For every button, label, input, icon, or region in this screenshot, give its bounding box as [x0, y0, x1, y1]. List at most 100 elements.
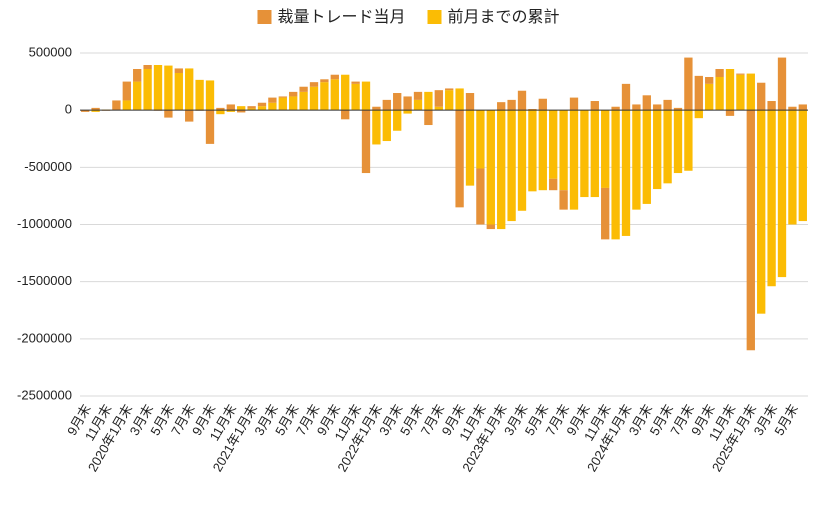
bar — [747, 74, 755, 111]
bar — [757, 110, 765, 314]
bar — [674, 110, 682, 173]
bar — [518, 110, 526, 211]
bar — [455, 88, 463, 110]
bar — [362, 82, 370, 111]
bar — [414, 100, 422, 110]
bar — [445, 90, 453, 110]
bar — [362, 110, 370, 173]
bar — [684, 110, 692, 171]
bar — [549, 110, 557, 179]
bar — [154, 65, 162, 110]
bar — [299, 92, 307, 110]
bar — [383, 110, 391, 141]
bar — [643, 95, 651, 110]
bar — [663, 100, 671, 110]
bar — [622, 84, 630, 110]
bar — [175, 68, 183, 73]
legend-swatch — [428, 10, 442, 24]
legend-swatch — [257, 10, 271, 24]
bar — [705, 84, 713, 110]
bar — [539, 110, 547, 190]
bar — [799, 104, 807, 110]
bar — [539, 99, 547, 110]
bar — [643, 110, 651, 204]
bar — [476, 168, 484, 224]
bar — [164, 110, 172, 117]
bar — [372, 110, 380, 144]
bar — [227, 104, 235, 110]
bar — [767, 110, 775, 286]
bar — [185, 68, 193, 110]
bar — [258, 103, 266, 106]
bar — [559, 190, 567, 209]
bar — [559, 110, 567, 190]
bar — [788, 110, 796, 224]
bar — [206, 110, 214, 144]
bar — [112, 100, 120, 110]
bar — [258, 106, 266, 110]
bar — [726, 69, 734, 110]
bar — [487, 110, 495, 224]
bar — [195, 80, 203, 110]
bar — [466, 93, 474, 110]
bar — [175, 73, 183, 110]
bar — [279, 96, 287, 97]
bar — [123, 100, 131, 110]
bar — [403, 110, 411, 113]
bar — [320, 82, 328, 110]
bar — [653, 110, 661, 189]
bar — [237, 106, 245, 110]
bar — [695, 110, 703, 118]
legend-label: 裁量トレード当月 — [277, 8, 405, 26]
y-tick-label: -1500000 — [17, 273, 72, 288]
bar — [601, 188, 609, 239]
bar — [778, 58, 786, 111]
bar — [143, 65, 151, 69]
bar — [435, 107, 443, 110]
bar — [695, 76, 703, 110]
y-tick-label: 0 — [65, 102, 72, 117]
y-tick-label: -1000000 — [17, 216, 72, 231]
bar — [736, 74, 744, 75]
bar — [518, 91, 526, 110]
bar — [268, 98, 276, 103]
bar — [424, 110, 432, 125]
bar — [466, 110, 474, 185]
bar — [383, 100, 391, 110]
bar — [393, 93, 401, 110]
y-tick-label: 500000 — [29, 44, 72, 59]
bar — [216, 110, 224, 114]
bar — [164, 66, 172, 111]
bar — [747, 110, 755, 350]
bar — [310, 87, 318, 110]
bar — [799, 110, 807, 221]
bar — [331, 75, 339, 80]
bar — [653, 104, 661, 110]
bar — [445, 88, 453, 90]
bar — [726, 110, 734, 116]
bar — [310, 82, 318, 87]
bar — [757, 83, 765, 110]
bar — [372, 107, 380, 110]
bar — [778, 110, 786, 277]
bar — [393, 110, 401, 131]
bar — [487, 225, 495, 230]
bar — [133, 69, 141, 82]
bar — [788, 107, 796, 110]
bar — [341, 75, 349, 110]
bar — [455, 110, 463, 207]
bar — [591, 101, 599, 110]
bar — [289, 96, 297, 110]
bar — [497, 110, 505, 229]
bar — [570, 110, 578, 209]
bar — [507, 100, 515, 110]
bar — [705, 77, 713, 84]
bar — [341, 110, 349, 119]
y-tick-label: -500000 — [24, 159, 72, 174]
bar — [247, 106, 255, 108]
bar — [320, 79, 328, 82]
bar — [570, 98, 578, 111]
bar — [549, 179, 557, 190]
bar — [331, 79, 339, 110]
bar — [736, 75, 744, 110]
